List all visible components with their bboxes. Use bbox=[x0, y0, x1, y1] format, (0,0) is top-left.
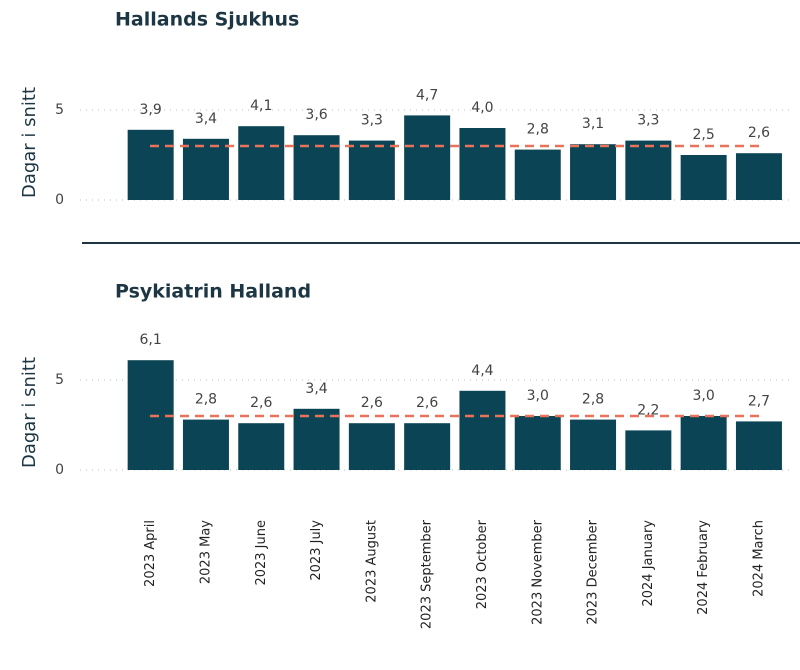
x-tick-label: 2023 October bbox=[475, 519, 490, 609]
x-tick-label: 2024 February bbox=[696, 520, 711, 615]
value-label: 3,3 bbox=[361, 113, 383, 129]
bar bbox=[459, 390, 506, 470]
x-tick-label: 2023 August bbox=[364, 520, 379, 603]
bar bbox=[459, 128, 506, 200]
bar bbox=[238, 423, 285, 470]
value-label: 4,4 bbox=[471, 363, 493, 379]
x-tick-label: 2023 June bbox=[254, 520, 269, 586]
value-label: 2,8 bbox=[527, 122, 549, 138]
bar bbox=[680, 416, 727, 470]
value-label: 2,5 bbox=[693, 127, 715, 143]
bar bbox=[514, 149, 561, 200]
bar bbox=[127, 129, 174, 200]
bar bbox=[570, 144, 617, 200]
value-label: 2,6 bbox=[250, 395, 272, 411]
value-label: 3,4 bbox=[195, 111, 217, 127]
value-label: 3,1 bbox=[582, 116, 604, 132]
value-label: 4,7 bbox=[416, 87, 438, 103]
bar bbox=[735, 153, 782, 200]
value-label: 3,0 bbox=[527, 388, 549, 404]
bar bbox=[182, 419, 229, 470]
x-tick-label: 2024 March bbox=[751, 520, 766, 597]
bar bbox=[625, 140, 672, 200]
value-label: 2,7 bbox=[748, 393, 770, 409]
y-tick-label: 5 bbox=[55, 102, 64, 118]
y-tick-label: 5 bbox=[55, 372, 64, 388]
value-label: 3,3 bbox=[637, 113, 659, 129]
bar bbox=[348, 140, 395, 200]
value-label: 2,6 bbox=[361, 395, 383, 411]
value-label: 2,6 bbox=[748, 125, 770, 141]
chart-title: Psykiatrin Halland bbox=[115, 281, 311, 303]
value-label: 3,9 bbox=[140, 102, 162, 118]
x-tick-label: 2023 December bbox=[586, 519, 601, 624]
bar bbox=[348, 423, 395, 470]
bar bbox=[238, 126, 285, 200]
value-label: 2,6 bbox=[416, 395, 438, 411]
value-label: 3,6 bbox=[305, 107, 327, 123]
y-tick-label: 0 bbox=[55, 462, 64, 478]
y-axis-label: Dagar i snitt bbox=[19, 87, 40, 198]
bar bbox=[735, 421, 782, 470]
x-tick-label: 2023 September bbox=[420, 519, 435, 629]
bar bbox=[570, 419, 617, 470]
value-label: 4,1 bbox=[250, 98, 272, 114]
value-label: 6,1 bbox=[140, 332, 162, 348]
x-tick-label: 2023 July bbox=[309, 520, 324, 581]
bar bbox=[404, 115, 451, 200]
value-label: 4,0 bbox=[471, 100, 493, 116]
bar bbox=[404, 423, 451, 470]
x-tick-label: 2024 January bbox=[641, 520, 656, 607]
bar bbox=[625, 430, 672, 470]
bar bbox=[514, 416, 561, 470]
value-label: 3,0 bbox=[693, 388, 715, 404]
value-label: 3,4 bbox=[305, 381, 327, 397]
chart-title: Hallands Sjukhus bbox=[115, 9, 299, 31]
y-axis-label: Dagar i snitt bbox=[19, 357, 40, 468]
value-label: 2,2 bbox=[637, 402, 659, 418]
value-label: 2,8 bbox=[582, 392, 604, 408]
bar bbox=[680, 155, 727, 200]
x-tick-label: 2023 May bbox=[198, 520, 213, 584]
x-tick-label: 2023 November bbox=[530, 519, 545, 624]
bar bbox=[182, 138, 229, 200]
y-tick-label: 0 bbox=[55, 192, 64, 208]
bar bbox=[293, 408, 340, 470]
value-label: 2,8 bbox=[195, 392, 217, 408]
x-tick-label: 2023 April bbox=[143, 520, 158, 587]
